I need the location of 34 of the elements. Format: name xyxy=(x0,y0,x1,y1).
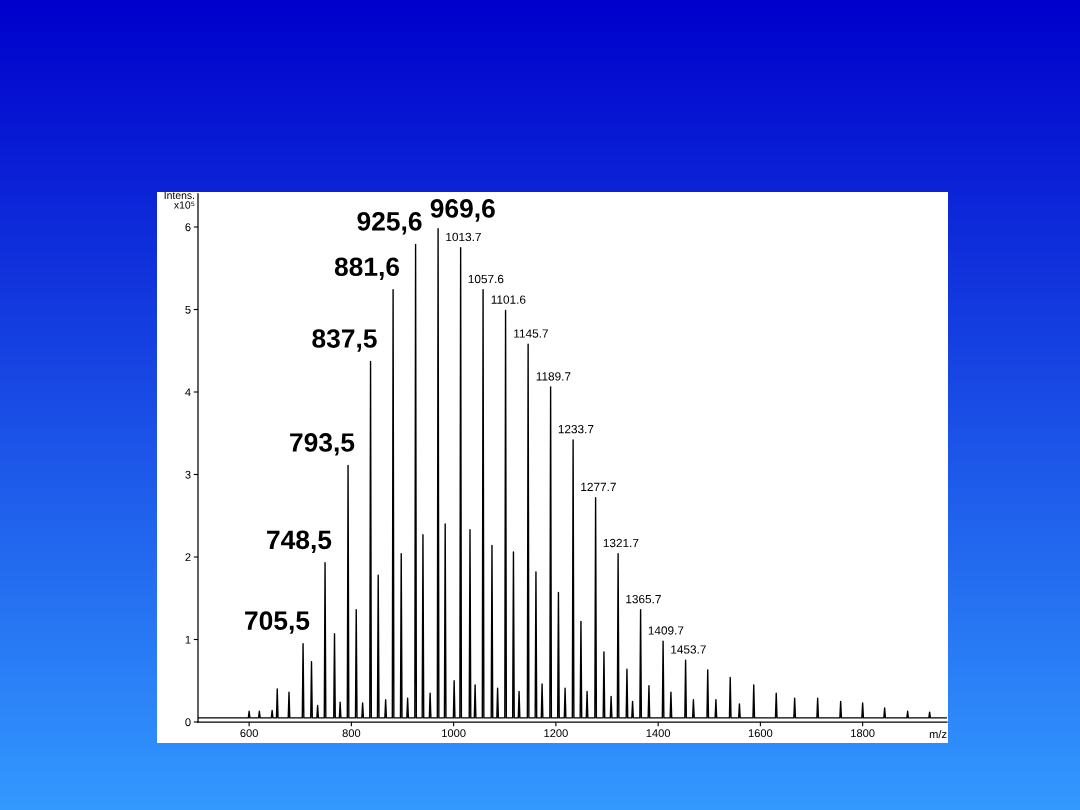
y-tick-label: 0 xyxy=(185,718,191,727)
annotation: 881,6 xyxy=(334,257,400,280)
x-tick-label: 800 xyxy=(342,729,361,738)
x-tick-label: 1600 xyxy=(748,729,773,738)
annotation: 1321.7 xyxy=(603,538,639,548)
x-tick-label: 1000 xyxy=(442,729,466,738)
annotation: 1101.6 xyxy=(491,295,526,304)
y-axis-title: Intens. x10⁵ xyxy=(164,191,195,209)
annotation: 1453.7 xyxy=(671,645,706,654)
x-tick-label: 1800 xyxy=(851,729,875,738)
x-tick-label: 1200 xyxy=(544,729,568,738)
annotation: 1409.7 xyxy=(648,626,684,635)
annotation: 705,5 xyxy=(245,611,310,634)
annotation: 1013.7 xyxy=(446,232,481,242)
y-tick-label: 6 xyxy=(185,223,191,232)
x-tick-label: 1400 xyxy=(646,729,671,738)
annotation: 1233.7 xyxy=(558,424,594,434)
annotation: 1057.6 xyxy=(468,274,504,284)
y-tick-label: 1 xyxy=(185,635,191,644)
x-axis-title: m/z xyxy=(929,730,947,739)
annotation: 1277.7 xyxy=(581,482,616,491)
annotation: 837,5 xyxy=(312,329,377,352)
y-tick-label: 5 xyxy=(185,305,191,314)
annotation: 1145.7 xyxy=(514,329,548,338)
annotation: 1365.7 xyxy=(626,594,661,604)
annotation: 793,5 xyxy=(290,433,355,456)
y-tick-label: 4 xyxy=(185,388,191,397)
y-tick-label: 3 xyxy=(185,470,191,479)
annotation: 969,6 xyxy=(430,199,495,222)
annotation: 1189.7 xyxy=(536,372,571,381)
annotation: 925,6 xyxy=(357,212,422,235)
y-tick-label: 2 xyxy=(185,553,191,562)
annotation: 748,5 xyxy=(267,530,332,553)
x-tick-label: 600 xyxy=(240,729,258,738)
